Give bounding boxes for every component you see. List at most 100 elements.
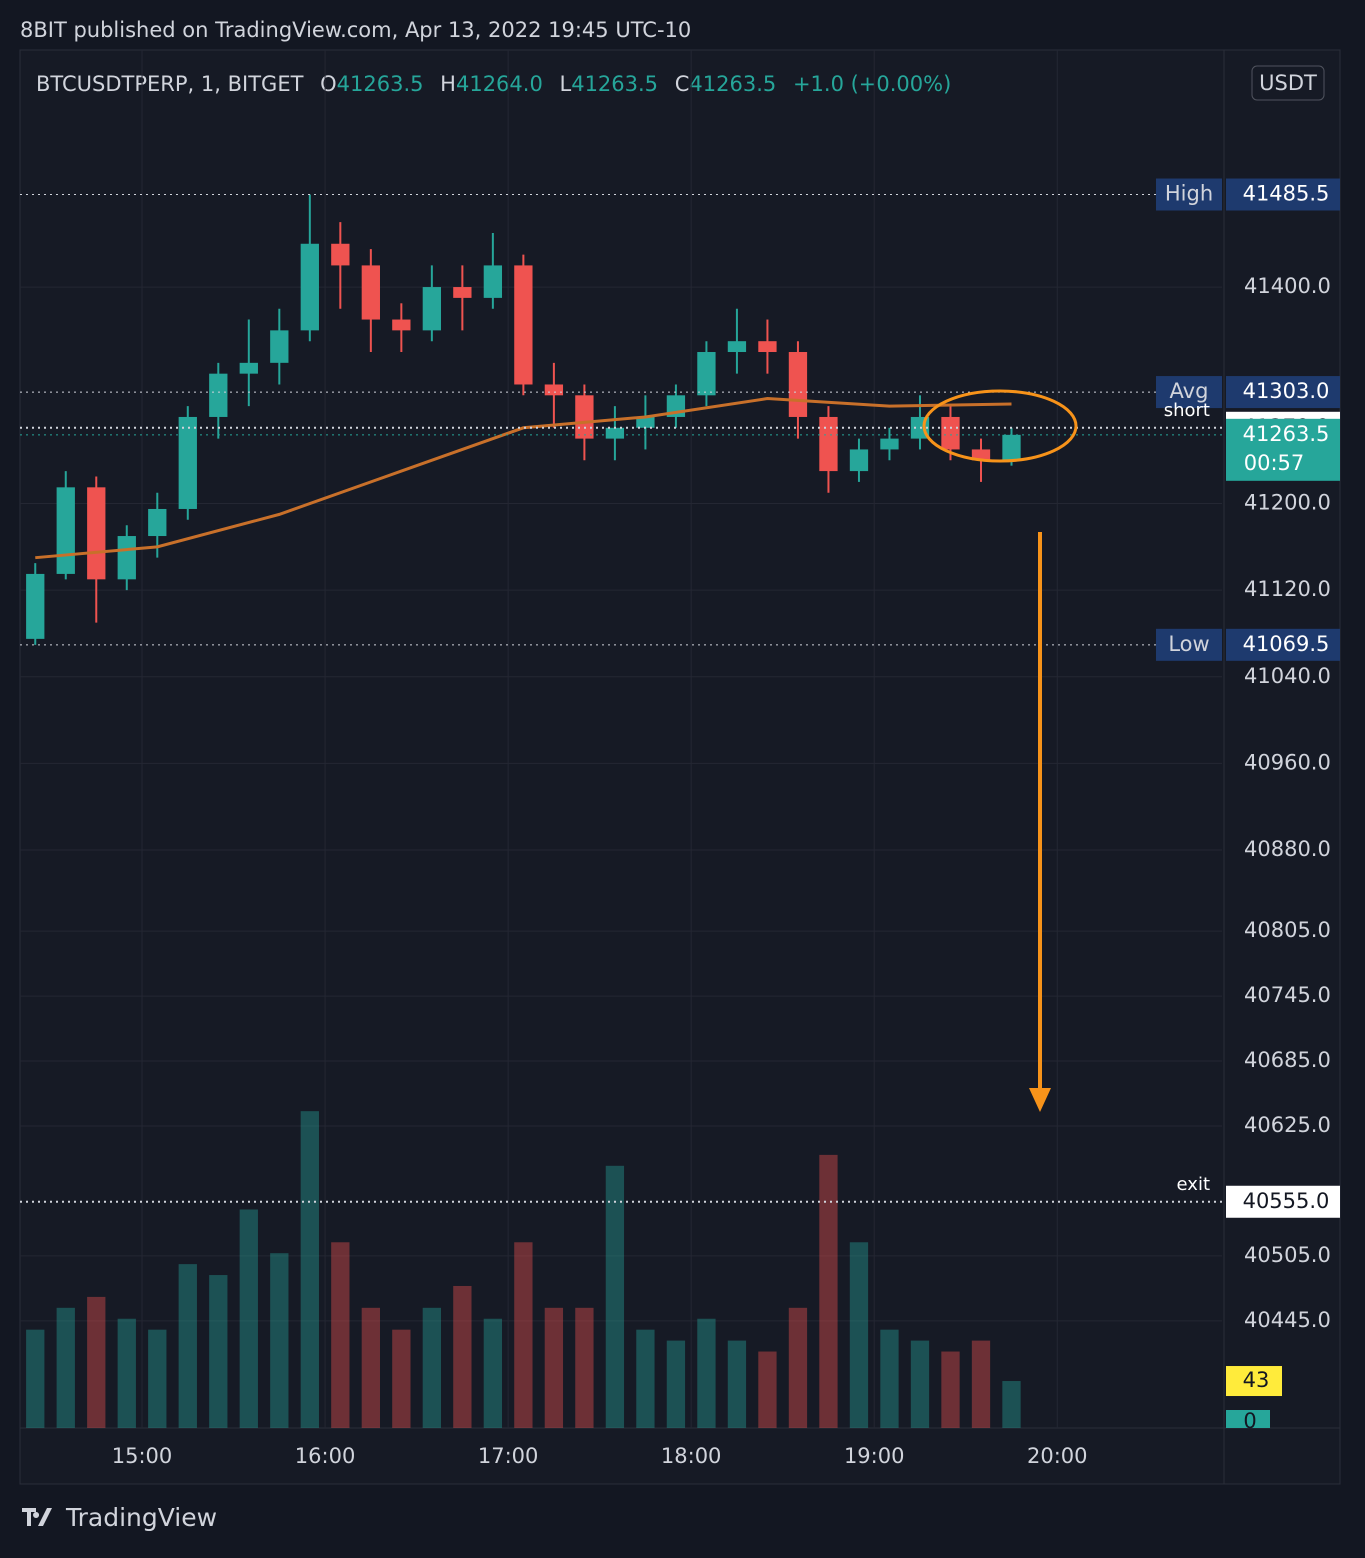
volume-bar [880,1329,899,1428]
last-price-tag [1226,418,1340,481]
volume-bar [87,1296,106,1428]
x-tick-label: 19:00 [844,1444,905,1468]
volume-bar [392,1329,411,1428]
footer-brand: TradingView [65,1503,217,1532]
candle-body [300,243,319,331]
volume [26,1111,1021,1428]
volume-tag [1226,1366,1282,1397]
price-line-name: short [1164,400,1210,421]
currency-badge[interactable] [1251,65,1325,101]
price-badge-name: Low [1168,632,1209,656]
volume-bar [178,1264,197,1428]
candle-body [941,416,960,450]
o-value: 41263.5 [337,72,424,96]
header: 8BIT published on TradingView.com, Apr 1… [20,18,691,42]
volume-bar [209,1275,228,1428]
h-value: 41264.0 [456,72,543,96]
y-tick-label: 41200.0 [1244,491,1331,515]
volume-bar [361,1307,380,1428]
footer-logo [22,1508,52,1526]
volume-bar [117,1318,136,1428]
candle-body [453,287,472,298]
grid: 41400.0 41200.0 41120.0 41040.0 40960.0 40880… [20,50,1331,1468]
price-badge [1156,628,1222,661]
volume-bar [819,1154,838,1428]
volume-bar [666,1340,686,1428]
candle-body [758,341,777,353]
y-tick-label: 40805.0 [1244,918,1331,942]
volume-bar [544,1307,564,1428]
candle-body [117,536,136,580]
candle-body [575,395,594,439]
price-tag-label: 41485.5 [1243,182,1330,206]
plot-area [19,49,1341,1485]
volume-bar [727,1340,747,1428]
price-tag [1226,376,1340,409]
candle-body [239,362,258,374]
annotation-arrowhead [1029,1088,1051,1112]
candle-body [56,487,75,574]
price-badge-name: Avg [1170,379,1209,403]
candle-body [788,352,808,417]
volume-bar [788,1307,808,1428]
candle-body [26,573,45,639]
candle-body [880,438,899,450]
symbol: BTCUSDTPERP, 1, BITGET [36,72,304,96]
y-tick-label: 40745.0 [1244,983,1331,1007]
candle-body [209,373,228,417]
x-tick-label: 17:00 [478,1444,539,1468]
y-tick-label: 40505.0 [1244,1243,1331,1267]
price-tag-label: 40555.0 [1243,1189,1330,1213]
x-tick-label: 20:00 [1027,1444,1088,1468]
volume-bar [575,1307,594,1428]
last-price-label: 41263.5 [1243,422,1330,446]
y-tick-label: 40625.0 [1244,1113,1331,1137]
volume-bar [636,1329,655,1428]
y-tick-label: 40685.0 [1244,1048,1331,1072]
volume-bar [331,1242,350,1428]
candle-body [819,416,838,472]
candle-body [422,287,442,331]
volume-bar [941,1351,960,1428]
candle-body [178,416,197,509]
volume-bar [605,1165,625,1428]
currency[interactable]: USDT [1259,71,1317,95]
price-tag [1226,628,1340,661]
price-tag [1226,1185,1340,1218]
moving-average [35,397,1012,560]
candle-body [483,265,503,298]
price-tag [1226,178,1340,211]
x-tick-label: 18:00 [661,1444,722,1468]
volume-tag-label: 0 [1243,1409,1256,1433]
price-tag-label: 41303.0 [1243,379,1330,403]
y-tick-label: 40445.0 [1244,1308,1331,1332]
volume-bar [697,1318,716,1428]
volume-bar [270,1253,289,1428]
volume-bar [758,1351,777,1428]
candle-body [636,416,655,428]
x-tick-label: 15:00 [112,1444,173,1468]
volume-tag [1226,1410,1270,1428]
candles [26,194,1021,645]
candle-body [849,449,869,472]
volume-bar [971,1340,991,1428]
h-label: H [440,72,456,96]
volume-bar [422,1307,442,1428]
volume-bar [1002,1381,1021,1428]
candle-body [514,265,533,385]
volume-bar [56,1307,75,1428]
y-tick-label: 40960.0 [1244,750,1331,774]
volume-bar [483,1318,503,1428]
o-label: O [320,72,337,96]
x-tick-label: 16:00 [295,1444,356,1468]
volume-bar [148,1329,167,1428]
volume-bar [300,1111,319,1428]
candle-body [971,449,991,461]
countdown: 00:57 [1244,451,1305,475]
legend: BTCUSDTPERP, 1, BITGET O41263.5 H41264.0… [36,72,951,96]
price-badge [1156,376,1222,409]
price-badge [1156,178,1222,211]
volume-tag-label: 43 [1243,1368,1270,1392]
